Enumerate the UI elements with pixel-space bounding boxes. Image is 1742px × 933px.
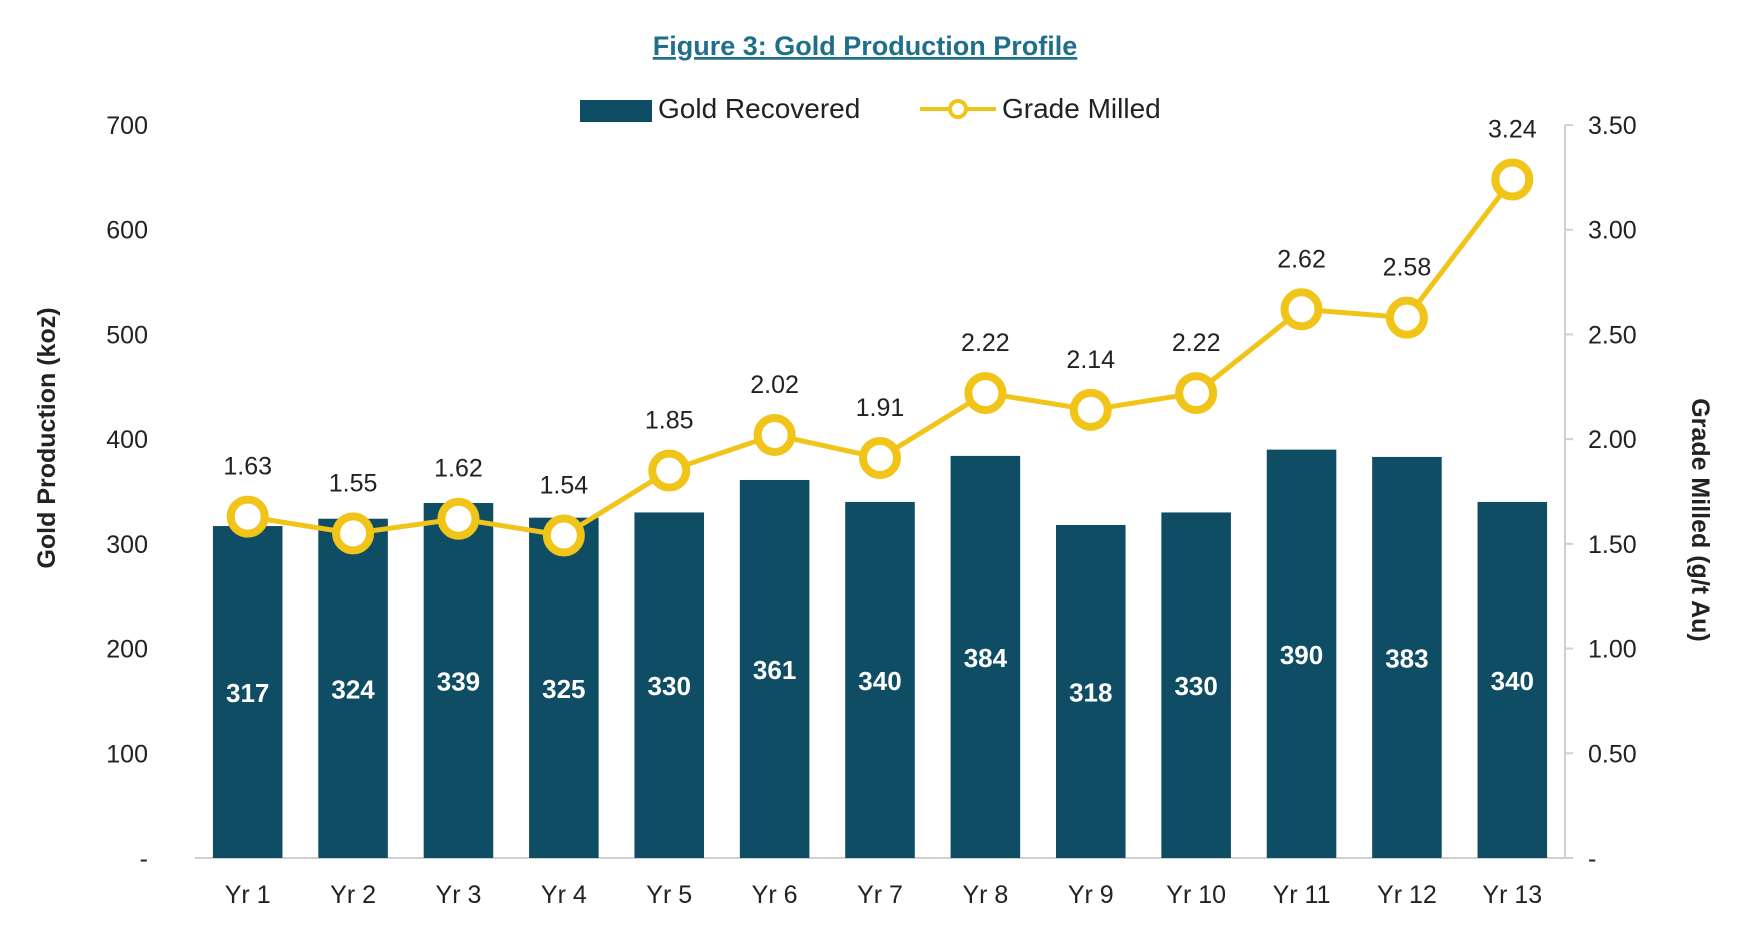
bar-data-labels: 317 324 339 325 330 361 340 384 318 330 390 383 340: [226, 640, 1534, 708]
x-tick-label: Yr 3: [436, 881, 482, 909]
y2-tick-label: 0.50: [1588, 740, 1637, 768]
bar-value-label: 384: [964, 643, 1008, 673]
line-point: [1491, 158, 1534, 201]
y-tick-label: 300: [106, 531, 148, 559]
bar-value-label: 330: [1174, 671, 1217, 701]
y2-tick-label: 2.00: [1588, 426, 1637, 454]
line-point: [859, 436, 901, 479]
line-point: [542, 514, 585, 557]
y-tick-label: 500: [106, 321, 148, 349]
x-tick-label: Yr 2: [330, 881, 376, 909]
bar-value-label: 340: [858, 666, 901, 696]
bar-value-label: 330: [648, 671, 691, 701]
bar-value-label: 390: [1280, 640, 1323, 670]
x-tick-label: Yr 12: [1377, 881, 1437, 909]
line-value-label: 1.54: [540, 471, 589, 499]
line-series-grade-milled: [226, 158, 1534, 557]
bar: [1372, 456, 1442, 858]
y-axis-ticks: - 100 200 300 400 500 600 700: [106, 112, 148, 873]
line-value-label: 1.85: [645, 407, 694, 435]
bar: [423, 503, 494, 858]
x-tick-label: Yr 7: [857, 881, 903, 909]
line-point: [332, 512, 375, 555]
line-value-label: 2.02: [750, 371, 799, 399]
bar-value-label: 324: [331, 674, 375, 704]
x-tick-label: Yr 5: [646, 881, 692, 909]
bar-value-label: 383: [1385, 643, 1428, 673]
line-value-label: 2.22: [961, 329, 1010, 357]
line-value-label: 2.58: [1383, 254, 1432, 282]
bar-value-label: 325: [542, 674, 585, 704]
y2-axis-title: Grade Milled (g/t Au): [1686, 398, 1714, 642]
line-value-label: 1.63: [223, 453, 272, 481]
line-value-label: 2.62: [1277, 245, 1326, 273]
line-data-labels: 1.63 1.55 1.62 1.54 1.85 2.02 1.91 2.22 2.14 2.22…: [223, 115, 1536, 499]
bar: [950, 455, 1021, 858]
y-tick-label: 400: [106, 426, 148, 454]
bar: [318, 518, 388, 858]
x-axis-tick-labels: Yr 1 Yr 2 Yr 3 Yr 4 Yr 5 Yr 6 Yr 7 Yr 8 Yr 9 Yr 1…: [225, 881, 1542, 909]
bar-value-label: 339: [437, 667, 480, 697]
bar: [1161, 512, 1231, 858]
y-axis-title: Gold Production (koz): [33, 307, 61, 568]
legend-marker-grade-milled: [948, 99, 968, 119]
y-tick-label: 700: [106, 112, 148, 140]
bar: [1055, 525, 1126, 858]
y2-tick-label: 3.50: [1588, 112, 1637, 140]
legend: Gold Recovered Grade Milled: [580, 93, 1161, 124]
line-value-label: 2.14: [1066, 346, 1115, 374]
legend-label-grade-milled: Grade Milled: [1002, 93, 1161, 124]
bar: [1477, 501, 1548, 858]
line-point: [1069, 388, 1112, 431]
bar: [529, 517, 599, 858]
x-tick-label: Yr 10: [1166, 881, 1226, 909]
bar-value-label: 317: [226, 678, 269, 708]
bar: [739, 479, 810, 858]
x-tick-label: Yr 13: [1482, 881, 1542, 909]
line-value-label: 1.91: [856, 394, 905, 422]
chart-title: Figure 3: Gold Production Profile: [653, 31, 1078, 61]
line-point: [437, 497, 480, 540]
line-value-label: 1.55: [329, 469, 378, 497]
line-value-label: 2.22: [1172, 329, 1221, 357]
x-tick-label: Yr 4: [541, 881, 587, 909]
bar: [1266, 449, 1337, 858]
x-tick-label: Yr 11: [1273, 881, 1331, 909]
x-tick-label: Yr 6: [752, 881, 798, 909]
y-tick-label: -: [140, 845, 148, 873]
x-tick-label: Yr 1: [225, 881, 271, 909]
bar-series-gold-recovered: [212, 449, 1548, 858]
line-point: [1385, 296, 1428, 339]
line-value-label: 1.62: [434, 455, 483, 483]
line-point: [1280, 288, 1323, 331]
bar: [845, 501, 915, 858]
legend-swatch-gold-recovered: [580, 100, 652, 122]
line-point: [226, 495, 269, 538]
legend-label-gold-recovered: Gold Recovered: [658, 93, 860, 124]
bar: [212, 526, 283, 858]
x-tick-label: Yr 9: [1068, 881, 1114, 909]
line-point: [1175, 372, 1218, 415]
y-tick-label: 600: [106, 217, 148, 245]
y2-tick-label: 2.50: [1588, 321, 1637, 349]
bar-value-label: 361: [753, 655, 796, 685]
bar-value-label: 318: [1069, 678, 1112, 708]
line-point: [753, 413, 796, 456]
bar-value-label: 340: [1491, 666, 1534, 696]
y2-tick-label: 3.00: [1588, 217, 1637, 245]
y2-tick-label: -: [1588, 845, 1596, 873]
bar: [634, 512, 705, 858]
line-point: [648, 449, 691, 492]
y2-tick-label: 1.50: [1588, 531, 1637, 559]
y-tick-label: 100: [106, 740, 148, 768]
y2-tick-label: 1.00: [1588, 636, 1637, 664]
line-point: [964, 372, 1007, 415]
line-value-label: 3.24: [1488, 115, 1537, 143]
y-tick-label: 200: [106, 636, 148, 664]
x-tick-label: Yr 8: [962, 881, 1008, 909]
y2-axis-ticks: - 0.50 1.00 1.50 2.00 2.50 3.00 3.50: [1565, 112, 1637, 873]
